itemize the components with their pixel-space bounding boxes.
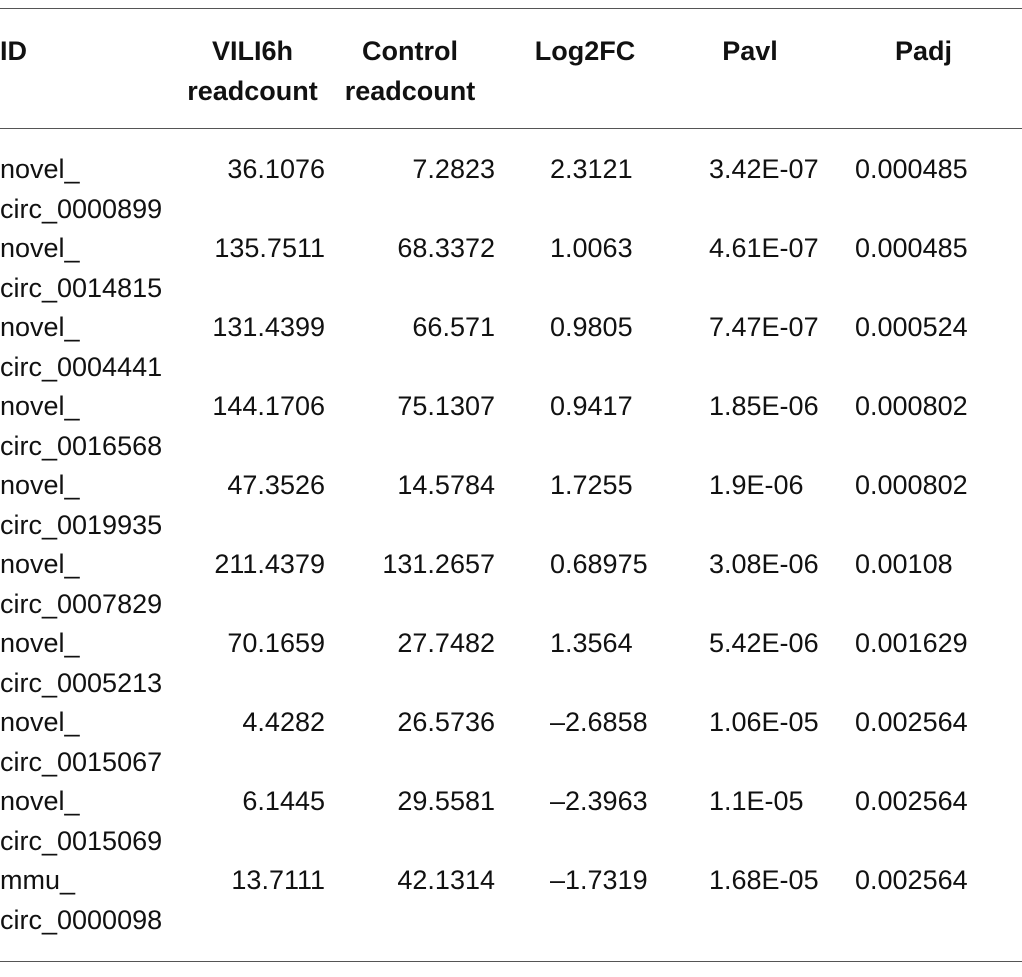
cell-id: novel_ circ_0007829 <box>0 549 163 619</box>
cell-log2fc: 0.9417 <box>550 391 633 421</box>
cell-id: mmu_ circ_0000098 <box>0 865 163 935</box>
cell-id: novel_ circ_0004441 <box>0 312 163 382</box>
column-header-id: ID <box>0 36 27 66</box>
cell-padj: 0.00108 <box>855 549 953 579</box>
table-row: novel_ circ_0005213 70.1659 27.7482 1.35… <box>0 624 1022 703</box>
cell-log2fc: –2.6858 <box>550 707 648 737</box>
cell-padj: 0.000524 <box>855 312 968 342</box>
cell-padj: 0.000485 <box>855 154 968 184</box>
cell-vili6h-readcount: 4.4282 <box>242 707 325 737</box>
column-header-pavl: Pavl <box>722 36 778 66</box>
cell-padj: 0.000485 <box>855 233 968 263</box>
cell-log2fc: –1.7319 <box>550 865 648 895</box>
table-row: novel_ circ_0004441 131.4399 66.571 0.98… <box>0 308 1022 387</box>
cell-id: novel_ circ_0016568 <box>0 391 163 461</box>
cell-log2fc: 0.68975 <box>550 549 648 579</box>
cell-vili6h-readcount: 211.4379 <box>214 549 325 579</box>
column-header-log2fc: Log2FC <box>534 36 636 66</box>
table-row: novel_ circ_0007829 211.4379 131.2657 0.… <box>0 545 1022 624</box>
cell-padj: 0.000802 <box>855 391 968 421</box>
table-row: novel_ circ_0015069 6.1445 29.5581 –2.39… <box>0 782 1022 861</box>
cell-log2fc: 1.7255 <box>550 470 633 500</box>
cell-pavl: 4.61E-07 <box>709 233 819 263</box>
cell-pavl: 1.85E-06 <box>709 391 819 421</box>
cell-padj: 0.002564 <box>855 707 968 737</box>
header-row: ID VILI6h readcount Control readcount Lo… <box>0 9 1022 128</box>
cell-vili6h-readcount: 144.1706 <box>212 391 325 421</box>
cell-id: novel_ circ_0019935 <box>0 470 163 540</box>
table-top-rule <box>0 8 1022 9</box>
cell-vili6h-readcount: 131.4399 <box>212 312 325 342</box>
table-header-rule <box>0 128 1022 129</box>
cell-control-readcount: 131.2657 <box>382 549 495 579</box>
cell-pavl: 1.68E-05 <box>709 865 819 895</box>
cell-log2fc: 1.0063 <box>550 233 633 263</box>
cell-pavl: 7.47E-07 <box>709 312 819 342</box>
cell-vili6h-readcount: 70.1659 <box>227 628 325 658</box>
cell-control-readcount: 26.5736 <box>397 707 495 737</box>
cell-control-readcount: 68.3372 <box>397 233 495 263</box>
cell-padj: 0.001629 <box>855 628 968 658</box>
cell-log2fc: 0.9805 <box>550 312 633 342</box>
column-header-padj: Padj <box>894 36 953 66</box>
cell-vili6h-readcount: 13.7111 <box>231 865 325 895</box>
cell-pavl: 1.1E-05 <box>709 786 804 816</box>
cell-vili6h-readcount: 47.3526 <box>227 470 325 500</box>
cell-control-readcount: 42.1314 <box>397 865 495 895</box>
table-bottom-rule <box>0 961 1022 962</box>
cell-id: novel_ circ_0015067 <box>0 707 163 777</box>
table-row: novel_ circ_0016568 144.1706 75.1307 0.9… <box>0 387 1022 466</box>
cell-control-readcount: 27.7482 <box>397 628 495 658</box>
cell-control-readcount: 14.5784 <box>397 470 495 500</box>
cell-vili6h-readcount: 135.7511 <box>214 233 325 263</box>
cell-pavl: 3.42E-07 <box>709 154 819 184</box>
cell-padj: 0.002564 <box>855 865 968 895</box>
cell-id: novel_ circ_0014815 <box>0 233 163 303</box>
table-row: novel_ circ_0015067 4.4282 26.5736 –2.68… <box>0 703 1022 782</box>
cell-pavl: 1.06E-05 <box>709 707 819 737</box>
cell-padj: 0.002564 <box>855 786 968 816</box>
cell-control-readcount: 66.571 <box>412 312 495 342</box>
table-row: novel_ circ_0019935 47.3526 14.5784 1.72… <box>0 466 1022 545</box>
column-header-control-readcount: Control readcount <box>344 36 476 106</box>
cell-control-readcount: 75.1307 <box>397 391 495 421</box>
column-header-vili6h-readcount: VILI6h readcount <box>187 36 318 106</box>
cell-log2fc: 2.3121 <box>550 154 633 184</box>
cell-vili6h-readcount: 6.1445 <box>242 786 325 816</box>
table-row: novel_ circ_0000899 36.1076 7.2823 2.312… <box>0 128 1022 229</box>
cell-pavl: 1.9E-06 <box>709 470 804 500</box>
cell-pavl: 3.08E-06 <box>709 549 819 579</box>
table-row: mmu_ circ_0000098 13.7111 42.1314 –1.731… <box>0 861 1022 940</box>
table-row: novel_ circ_0014815 135.7511 68.3372 1.0… <box>0 229 1022 308</box>
cell-id: novel_ circ_0015069 <box>0 786 163 856</box>
cell-id: novel_ circ_0005213 <box>0 628 163 698</box>
cell-control-readcount: 7.2823 <box>412 154 495 184</box>
cell-vili6h-readcount: 36.1076 <box>227 154 325 184</box>
cell-padj: 0.000802 <box>855 470 968 500</box>
cell-control-readcount: 29.5581 <box>397 786 495 816</box>
cell-id: novel_ circ_0000899 <box>0 154 163 224</box>
cell-log2fc: –2.3963 <box>550 786 648 816</box>
cell-log2fc: 1.3564 <box>550 628 633 658</box>
cell-pavl: 5.42E-06 <box>709 628 819 658</box>
circrna-table: ID VILI6h readcount Control readcount Lo… <box>0 9 1022 940</box>
